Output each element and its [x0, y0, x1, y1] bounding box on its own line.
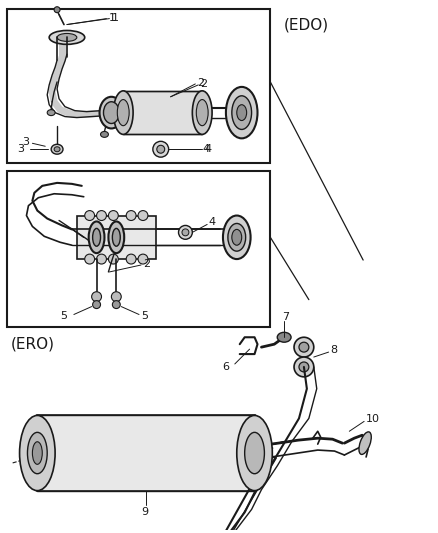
Ellipse shape: [103, 102, 119, 124]
Ellipse shape: [85, 211, 95, 221]
Bar: [7, 9, 270, 163]
Ellipse shape: [294, 337, 314, 357]
Text: 9: 9: [141, 507, 148, 518]
Ellipse shape: [232, 96, 251, 130]
Ellipse shape: [109, 222, 124, 253]
Ellipse shape: [153, 141, 169, 157]
Ellipse shape: [51, 144, 63, 154]
Text: 5: 5: [60, 311, 67, 321]
Ellipse shape: [182, 229, 189, 236]
Ellipse shape: [85, 254, 95, 264]
Ellipse shape: [138, 254, 148, 264]
Text: 5: 5: [141, 311, 148, 321]
Text: (ERO): (ERO): [11, 337, 55, 352]
Ellipse shape: [299, 342, 309, 352]
Ellipse shape: [111, 292, 121, 302]
Text: 7: 7: [282, 312, 290, 322]
Ellipse shape: [359, 432, 371, 455]
Ellipse shape: [157, 146, 165, 153]
Ellipse shape: [237, 415, 272, 491]
Ellipse shape: [109, 254, 118, 264]
Ellipse shape: [28, 432, 47, 474]
Text: 1: 1: [109, 13, 116, 22]
Ellipse shape: [232, 229, 242, 245]
Ellipse shape: [54, 7, 60, 13]
Ellipse shape: [192, 91, 212, 134]
Text: 2: 2: [197, 78, 205, 88]
Ellipse shape: [245, 432, 265, 474]
Ellipse shape: [138, 211, 148, 221]
Text: 4: 4: [208, 217, 215, 228]
Ellipse shape: [96, 211, 106, 221]
Text: 8: 8: [331, 345, 338, 355]
Text: (EDO): (EDO): [284, 17, 329, 32]
Ellipse shape: [32, 442, 42, 464]
Ellipse shape: [294, 357, 314, 377]
Ellipse shape: [88, 222, 105, 253]
Ellipse shape: [92, 229, 101, 246]
Ellipse shape: [228, 223, 246, 251]
Ellipse shape: [49, 30, 85, 44]
Bar: [123, 91, 202, 134]
Ellipse shape: [126, 211, 136, 221]
Ellipse shape: [196, 100, 208, 126]
Text: 3: 3: [18, 144, 25, 154]
Text: 4: 4: [202, 144, 209, 154]
Ellipse shape: [179, 225, 192, 239]
Ellipse shape: [92, 292, 102, 302]
Ellipse shape: [113, 229, 120, 246]
Text: 4: 4: [204, 144, 211, 154]
Text: 10: 10: [366, 414, 380, 424]
Ellipse shape: [277, 332, 291, 342]
Ellipse shape: [117, 100, 129, 126]
Bar: [37, 415, 254, 491]
Ellipse shape: [299, 362, 309, 372]
Text: 2: 2: [200, 79, 207, 89]
Ellipse shape: [99, 97, 123, 128]
Text: 3: 3: [22, 138, 29, 147]
Ellipse shape: [237, 104, 247, 120]
Ellipse shape: [113, 301, 120, 309]
Ellipse shape: [113, 91, 133, 134]
Text: 6: 6: [222, 362, 229, 372]
Bar: [7, 171, 270, 327]
Ellipse shape: [126, 254, 136, 264]
Ellipse shape: [92, 301, 101, 309]
Ellipse shape: [54, 147, 60, 152]
Bar: [77, 215, 156, 259]
Text: 2: 2: [143, 259, 150, 269]
Ellipse shape: [57, 34, 77, 42]
Ellipse shape: [223, 215, 251, 259]
Ellipse shape: [96, 254, 106, 264]
Ellipse shape: [20, 415, 55, 491]
Ellipse shape: [101, 132, 109, 138]
Text: 1: 1: [111, 13, 118, 22]
Ellipse shape: [47, 110, 55, 116]
Ellipse shape: [109, 211, 118, 221]
Ellipse shape: [226, 87, 258, 139]
